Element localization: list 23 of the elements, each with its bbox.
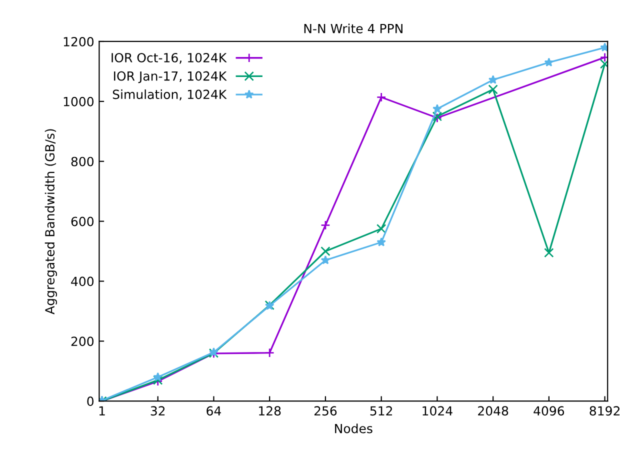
x-tick-label: 8192 bbox=[590, 406, 620, 416]
x-tick-label: 128 bbox=[259, 406, 281, 416]
x-axis-title: Nodes bbox=[335, 424, 372, 434]
y-tick-label: 200 bbox=[71, 336, 94, 346]
x-tick-label: 1 bbox=[99, 406, 105, 416]
y-tick-label: 1200 bbox=[64, 36, 94, 46]
y-tick-label: 400 bbox=[71, 276, 94, 286]
x-tick-label: 4096 bbox=[534, 406, 564, 416]
x-tick-label: 32 bbox=[150, 406, 165, 416]
legend-label: IOR Jan-17, 1024K bbox=[114, 71, 227, 84]
x-tick-label: 256 bbox=[314, 406, 337, 416]
chart-title: N-N Write 4 PPN bbox=[304, 24, 402, 34]
y-tick-label: 800 bbox=[71, 156, 94, 166]
x-tick-label: 64 bbox=[206, 406, 221, 416]
legend-label: IOR Oct-16, 1024K bbox=[112, 52, 227, 64]
y-tick-label: 600 bbox=[71, 216, 94, 226]
x-tick-label: 512 bbox=[370, 406, 392, 416]
y-axis-title: Aggregated Bandwidth (GB/s) bbox=[44, 129, 57, 314]
y-tick-label: 1000 bbox=[64, 96, 94, 106]
legend-label: Simulation, 1024K bbox=[112, 89, 227, 100]
x-tick-label: 2048 bbox=[478, 406, 508, 416]
x-tick-label: 1024 bbox=[422, 406, 452, 416]
y-tick-label: 0 bbox=[87, 396, 94, 406]
